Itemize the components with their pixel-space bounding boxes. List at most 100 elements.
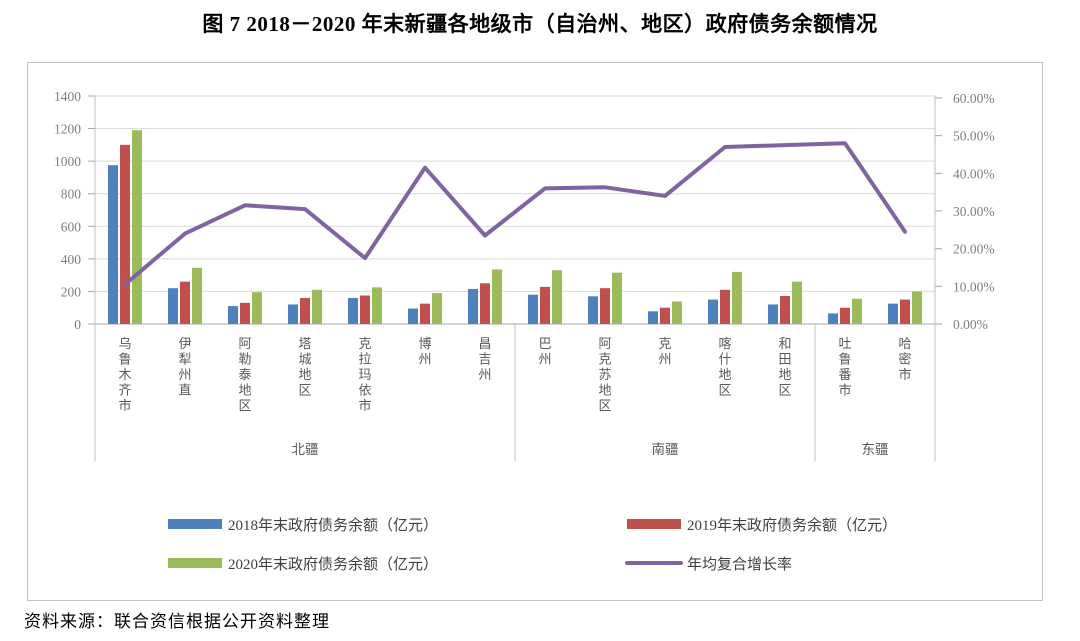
bar-2020-5 (432, 293, 442, 324)
category-label: 苏 (598, 367, 611, 382)
category-label: 木 (118, 367, 131, 382)
bar-2018-8 (588, 296, 598, 324)
bar-2020-9 (672, 301, 682, 324)
bar-2018-12 (828, 313, 838, 324)
category-label: 阿 (598, 336, 611, 351)
category-label: 依 (358, 383, 371, 398)
bar-2019-11 (780, 295, 790, 324)
bar-2020-8 (612, 272, 622, 324)
bar-2020-7 (552, 270, 562, 324)
bar-2018-10 (708, 299, 718, 324)
category-label: 鲁 (118, 352, 131, 367)
category-label: 克 (658, 336, 671, 351)
category-label: 市 (838, 383, 851, 398)
category-label: 州 (658, 352, 671, 367)
group-label: 南疆 (652, 442, 679, 457)
category-label: 乌 (118, 336, 131, 351)
category-label: 和 (778, 336, 791, 351)
bar-2018-6 (468, 288, 478, 324)
bar-2018-9 (648, 311, 658, 324)
legend-label: 年均复合增长率 (687, 555, 792, 573)
category-label: 吐 (838, 336, 851, 351)
category-label: 密 (898, 352, 911, 367)
category-label: 地 (598, 383, 611, 398)
group-label: 北疆 (292, 442, 319, 457)
category-label: 州 (178, 367, 191, 382)
left-axis-tick-label: 800 (61, 187, 82, 202)
legend-swatch (627, 519, 681, 529)
right-axis-tick-label: 0.00% (953, 317, 988, 332)
category-label: 犁 (178, 352, 191, 367)
bar-2018-1 (168, 288, 178, 324)
source-note: 资料来源：联合资信根据公开资料整理 (24, 612, 330, 631)
legend-label: 2020年末政府债务余额（亿元） (228, 555, 438, 573)
bar-2020-1 (192, 267, 202, 324)
right-axis-tick-label: 20.00% (953, 242, 995, 257)
chart-container: 1400 1200 1000 800 600 400 200 0 60.00% 50.00% 40.… (27, 62, 1043, 601)
bar-2018-7 (528, 294, 538, 324)
right-axis-tick-label: 30.00% (953, 204, 995, 219)
category-label: 区 (778, 383, 791, 398)
bar-2019-8 (600, 288, 610, 324)
bar-2019-4 (360, 295, 370, 324)
category-label: 地 (298, 367, 311, 382)
bar-2019-10 (720, 289, 730, 324)
bar-2019-7 (540, 286, 550, 324)
category-label: 巴 (538, 336, 551, 351)
bar-2020-11 (792, 281, 802, 324)
combo-chart: 1400 1200 1000 800 600 400 200 0 60.00% 50.00% 40.… (54, 89, 995, 573)
category-label: 市 (118, 398, 131, 413)
right-axis-tick-label: 50.00% (953, 129, 995, 144)
bar-2018-5 (408, 308, 418, 324)
right-axis-tick-label: 40.00% (953, 166, 995, 181)
bar-2018-11 (768, 304, 778, 324)
bar-2018-4 (348, 297, 358, 324)
bar-2019-13 (900, 299, 910, 324)
category-label: 克 (358, 336, 371, 351)
bar-2020-3 (312, 289, 322, 324)
bar-2020-4 (372, 287, 382, 324)
category-label: 直 (178, 383, 191, 398)
bar-2018-2 (228, 306, 238, 324)
legend-label: 2018年末政府债务余额（亿元） (228, 516, 438, 534)
figure-title: 图 7 2018－2020 年末新疆各地级市（自治州、地区）政府债务余额情况 (202, 12, 878, 36)
category-label: 拉 (358, 352, 371, 367)
category-label: 玛 (358, 367, 371, 382)
group-label: 东疆 (862, 442, 889, 457)
category-label: 泰 (238, 367, 251, 382)
bar-2018-13 (888, 303, 898, 324)
left-axis-tick-label: 1200 (54, 122, 81, 137)
bar-2020-10 (732, 271, 742, 324)
category-label: 番 (838, 367, 851, 382)
category-label: 什 (718, 352, 731, 367)
category-label: 喀 (718, 336, 731, 351)
right-axis-tick-label: 10.00% (953, 279, 995, 294)
left-axis-tick-label: 1000 (54, 154, 81, 169)
category-label: 地 (778, 367, 791, 382)
left-axis-tick-label: 200 (61, 284, 82, 299)
legend-label: 2019年末政府债务余额（亿元） (687, 516, 897, 534)
bar-2019-6 (480, 283, 490, 324)
bar-2019-0 (120, 144, 130, 324)
legend-swatch (168, 519, 222, 529)
category-label: 州 (478, 367, 491, 382)
bar-2020-13 (912, 291, 922, 324)
category-label: 市 (898, 367, 911, 382)
left-axis-tick-label: 600 (61, 219, 82, 234)
category-label: 吉 (478, 352, 491, 367)
category-label: 哈 (898, 336, 911, 351)
left-axis-tick-label: 400 (61, 252, 82, 267)
legend-swatch (168, 558, 222, 568)
category-label: 区 (718, 383, 731, 398)
right-axis-tick-label: 60.00% (953, 91, 995, 106)
bar-2019-3 (300, 297, 310, 324)
category-label: 区 (598, 398, 611, 413)
category-label: 州 (538, 352, 551, 367)
category-label: 齐 (118, 383, 131, 398)
bar-2018-3 (288, 304, 298, 324)
category-label: 市 (358, 398, 371, 413)
category-label: 塔 (298, 336, 311, 351)
category-label: 勒 (238, 352, 251, 367)
category-label: 伊 (178, 336, 191, 351)
bar-2019-5 (420, 303, 430, 324)
